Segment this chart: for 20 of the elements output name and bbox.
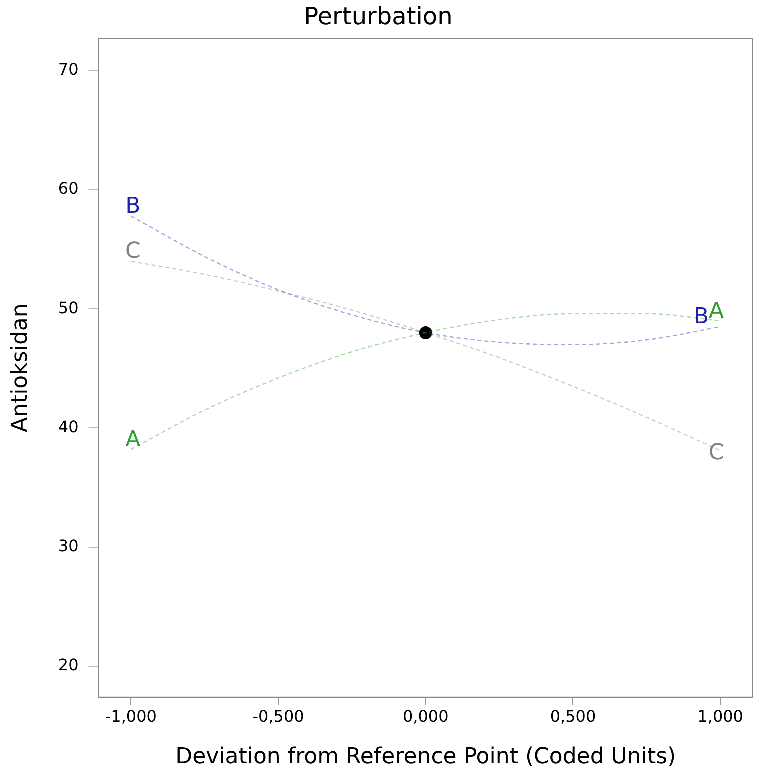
text: B [126, 194, 141, 219]
series-label: C [125, 239, 141, 264]
series-label: B [694, 304, 710, 330]
x-tick-label: 0,500 [550, 707, 596, 726]
x-tick-label: 0,000 [402, 707, 449, 726]
text: C [708, 440, 724, 466]
x-axis-title: Deviation from Reference Point (Coded Units) [176, 744, 676, 770]
x-tick-label: 1,000 [698, 707, 744, 726]
y-axis-title: Antioksidan [8, 304, 33, 433]
series-label: A [709, 298, 724, 324]
x-tick-label: -0,500 [252, 707, 304, 726]
y-tick-label: 50 [58, 298, 79, 318]
text: A [126, 427, 141, 452]
y-tick-label: 30 [58, 536, 79, 556]
chart-title: Perturbation [304, 2, 453, 31]
y-tick-label: 70 [58, 60, 79, 80]
x-tick-label: -1,000 [105, 707, 157, 726]
y-tick-label: 60 [58, 179, 79, 198]
y-tick-label: 40 [58, 417, 79, 436]
y-tick-label: 20 [58, 656, 79, 675]
